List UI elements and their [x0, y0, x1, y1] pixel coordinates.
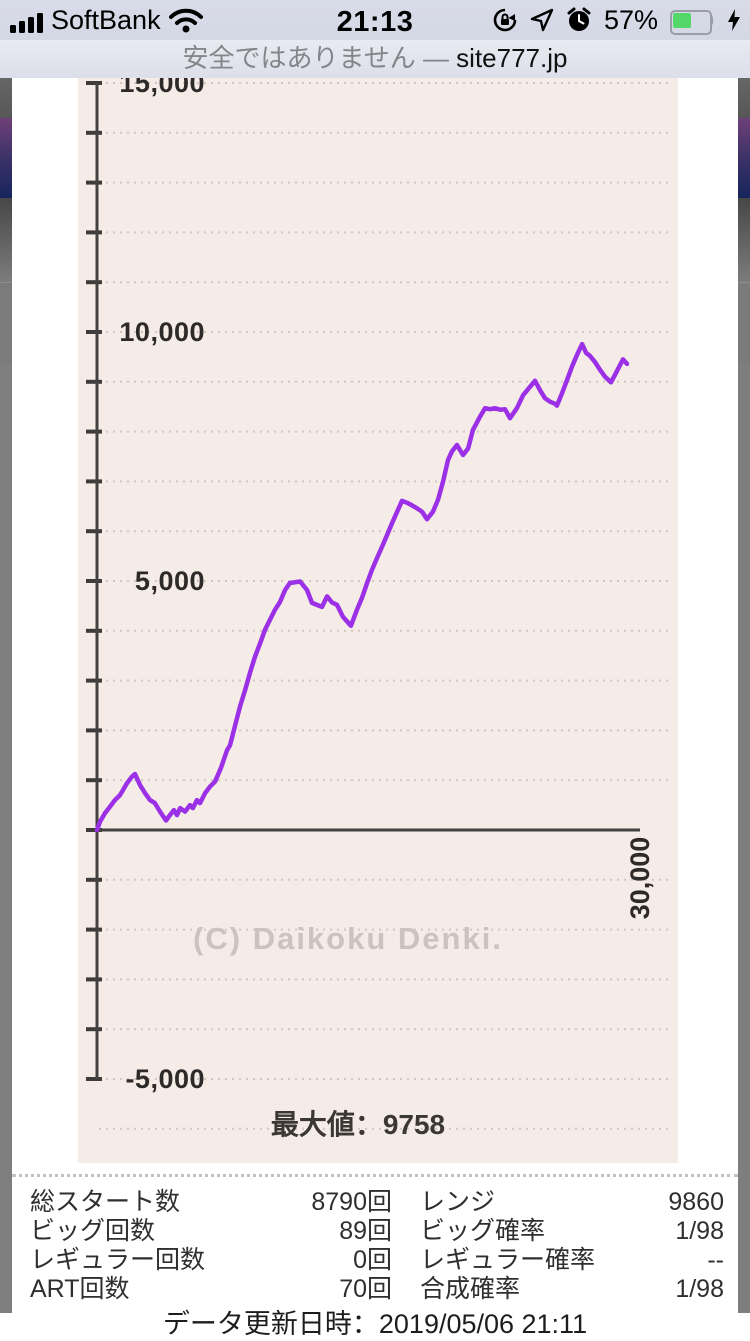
stats-table: 総スタート数 8790回 レンジ 9860 ビッグ回数 89回 ビッグ確率 1/…: [12, 1188, 738, 1304]
signal-icon: [10, 7, 43, 33]
battery-percent-label: 57%: [603, 4, 658, 35]
clock-label: 21:13: [336, 6, 414, 38]
table-row: 総スタート数 8790回 レンジ 9860: [12, 1188, 738, 1217]
stat-value: 70回: [339, 1275, 392, 1303]
stat-value: --: [707, 1246, 724, 1274]
page-content: 15,000 10,000 5,000 -5,000 30,000 (C) Da…: [0, 78, 750, 1339]
status-bar-right: 57%: [492, 0, 742, 40]
address-bar[interactable]: 安全ではありません — site777.jp: [0, 40, 750, 79]
stat-value: 1/98: [675, 1217, 724, 1245]
charging-bolt-icon: [728, 9, 740, 31]
stat-value: 89回: [339, 1217, 392, 1245]
y-axis-label-10000: 10,000: [119, 317, 205, 347]
table-row: ビッグ回数 89回 ビッグ確率 1/98: [12, 1217, 738, 1246]
slump-line: [94, 341, 630, 833]
alarm-icon: [567, 7, 591, 31]
stat-label: レギュラー回数: [30, 1246, 206, 1274]
security-warning-label: 安全ではありません —: [182, 43, 457, 73]
stat-value: 9860: [668, 1188, 724, 1216]
stat-label: ビッグ確率: [420, 1217, 546, 1245]
location-arrow-icon: [530, 8, 554, 32]
status-bar: SoftBank 21:13 57%: [0, 0, 750, 40]
y-axis-label-neg5000: -5,000: [125, 1064, 205, 1094]
slump-graph-canvas: [86, 81, 672, 1130]
stat-label: 合成確率: [420, 1275, 521, 1303]
stat-label: ART回数: [30, 1275, 130, 1303]
table-row: レギュラー回数 0回 レギュラー確率 --: [12, 1246, 738, 1275]
watermark-label: (C) Daikoku Denki.: [193, 921, 503, 956]
background-page-strip-left: [0, 78, 12, 1334]
slump-graph: 15,000 10,000 5,000 -5,000 30,000 (C) Da…: [78, 78, 678, 1163]
stat-label: 総スタート数: [30, 1188, 181, 1216]
status-bar-left: SoftBank: [10, 0, 203, 40]
y-axis-label-15000: 15,000: [119, 78, 205, 98]
stat-label: ビッグ回数: [30, 1217, 156, 1245]
table-row: ART回数 70回 合成確率 1/98: [12, 1275, 738, 1304]
battery-icon: [670, 9, 714, 35]
url-domain-label: site777.jp: [456, 43, 568, 73]
data-updated-label: データ更新日時：2019/05/06 21:11: [162, 1309, 588, 1339]
max-value-label: 最大値：9758: [270, 1109, 446, 1140]
background-page-strip-right: [738, 78, 750, 1334]
wifi-icon: [168, 8, 203, 33]
rotation-lock-icon: [493, 8, 517, 32]
carrier-label: SoftBank: [51, 4, 161, 35]
stat-value: 0回: [353, 1246, 392, 1274]
stat-value: 8790回: [311, 1188, 392, 1216]
stat-label: レンジ: [420, 1188, 496, 1216]
stat-label: レギュラー確率: [420, 1246, 596, 1274]
y-axis-label-5000: 5,000: [134, 566, 205, 596]
dotted-divider: [12, 1174, 738, 1177]
x-axis-label-30000: 30,000: [625, 836, 655, 920]
stat-value: 1/98: [675, 1275, 724, 1303]
